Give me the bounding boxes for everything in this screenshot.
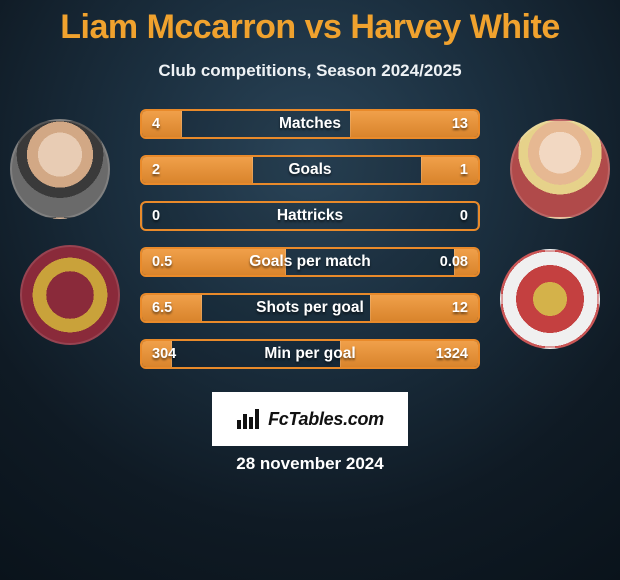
stat-label: Hattricks (142, 207, 478, 225)
bar-fill-left (142, 111, 182, 137)
bar-fill-right (370, 295, 478, 321)
date-text: 28 november 2024 (0, 454, 620, 474)
bar-fill-left (142, 295, 202, 321)
stat-bar: 3041324Min per goal (140, 339, 480, 369)
stat-value-right: 0 (460, 208, 468, 224)
brand-bars-icon (236, 408, 262, 430)
stat-bar: 0 0Hattricks (140, 201, 480, 231)
bar-fill-right (454, 249, 478, 275)
brand-text: FcTables.com (268, 409, 384, 430)
bar-fill-left (142, 249, 286, 275)
stat-bar: 21Goals (140, 155, 480, 185)
bar-fill-right (477, 203, 478, 229)
bar-fill-right (421, 157, 478, 183)
bar-fill-left (142, 203, 143, 229)
page-title: Liam Mccarron vs Harvey White (0, 0, 620, 47)
stat-bars: 413Matches 21Goals 0 0Hattricks 0.50.08Goals… (140, 109, 480, 369)
stat-value-left: 0 (152, 208, 160, 224)
bar-fill-right (340, 341, 478, 367)
bar-fill-right (350, 111, 478, 137)
stat-bar: 6.512Shots per goal (140, 293, 480, 323)
bar-fill-left (142, 341, 172, 367)
subtitle: Club competitions, Season 2024/2025 (0, 61, 620, 81)
player-left-photo (10, 119, 110, 219)
stat-bar: 0.50.08Goals per match (140, 247, 480, 277)
stat-bar: 413Matches (140, 109, 480, 139)
infographic: Liam Mccarron vs Harvey White Club compe… (0, 0, 620, 580)
comparison-panel: 413Matches 21Goals 0 0Hattricks 0.50.08Goals… (0, 109, 620, 381)
club-right-badge (500, 249, 600, 349)
bar-fill-left (142, 157, 253, 183)
brand-box: FcTables.com (212, 392, 408, 446)
player-right-photo (510, 119, 610, 219)
club-left-badge (20, 245, 120, 345)
